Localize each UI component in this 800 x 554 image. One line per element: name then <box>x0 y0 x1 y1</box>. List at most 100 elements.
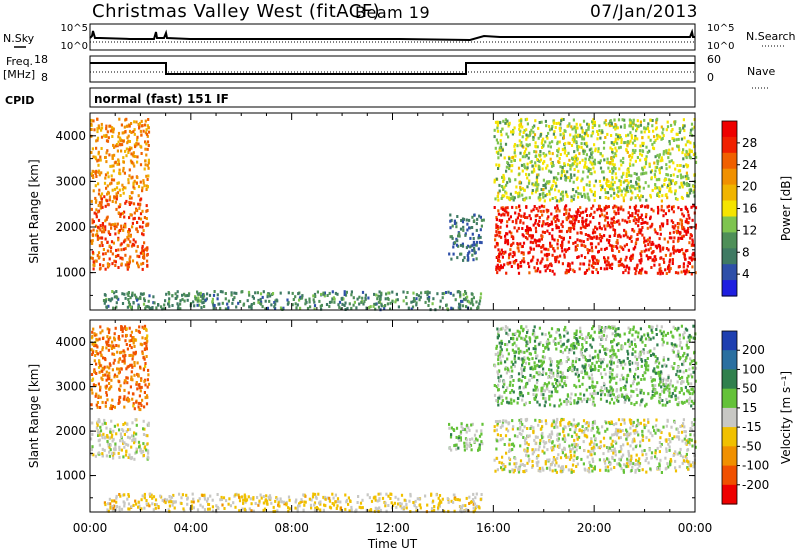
range-cell <box>277 501 280 505</box>
range-cell <box>133 243 136 247</box>
range-cell <box>458 435 461 439</box>
range-cell <box>115 290 118 293</box>
range-cell <box>647 127 650 131</box>
range-cell <box>539 133 542 136</box>
range-cell <box>682 226 685 230</box>
range-cell <box>106 130 109 134</box>
range-cell <box>641 226 644 229</box>
range-cell <box>557 121 560 125</box>
range-cell <box>112 506 115 510</box>
range-cell <box>101 223 105 227</box>
range-cell <box>554 260 557 264</box>
range-cell <box>129 353 132 357</box>
range-cell <box>632 184 635 188</box>
range-cell <box>521 155 524 159</box>
range-cell <box>449 213 452 217</box>
range-cell <box>134 145 137 149</box>
range-cell <box>643 118 646 122</box>
range-cell <box>152 508 155 512</box>
range-cell <box>366 493 369 497</box>
range-cell <box>144 306 147 310</box>
range-cell <box>108 445 111 449</box>
range-cell <box>559 153 562 156</box>
range-cell <box>635 458 638 462</box>
range-cell <box>145 204 148 208</box>
range-cell <box>519 151 522 155</box>
range-cell <box>688 442 691 446</box>
range-cell <box>114 222 117 226</box>
range-cell <box>645 127 648 131</box>
range-cell <box>654 165 657 169</box>
range-cell <box>609 119 612 123</box>
range-cell <box>133 164 136 168</box>
range-cell <box>208 293 212 297</box>
range-cell <box>680 183 683 187</box>
nsky-panel: N.Sky 10^5 10^0 10^5 10^0 N.Search <box>3 23 796 52</box>
range-cell <box>373 302 376 306</box>
range-cell <box>94 394 97 398</box>
range-cell <box>131 291 134 295</box>
range-cell <box>667 151 670 155</box>
range-cell <box>258 501 261 505</box>
range-cell <box>109 363 112 367</box>
range-cell <box>248 507 251 511</box>
range-cell <box>592 266 595 269</box>
range-cell <box>598 129 601 133</box>
range-cell <box>498 218 501 222</box>
range-cell <box>607 122 610 126</box>
range-cell <box>620 189 623 193</box>
range-cell <box>460 299 463 303</box>
range-cell <box>636 462 639 466</box>
range-cell <box>118 398 121 402</box>
range-cell <box>481 442 484 446</box>
range-cell <box>537 223 541 227</box>
range-cell <box>135 432 138 436</box>
range-cell <box>139 144 142 148</box>
range-cell <box>543 247 546 251</box>
range-cell <box>561 243 564 247</box>
range-cell <box>533 133 537 137</box>
range-cell <box>115 344 118 347</box>
range-cell <box>90 118 93 122</box>
range-cell <box>561 451 564 455</box>
range-cell <box>654 431 657 435</box>
colorbar-tick-label: 16 <box>742 202 757 216</box>
range-cell <box>661 158 664 162</box>
range-cell <box>597 250 600 254</box>
range-cell <box>113 332 116 336</box>
range-cell <box>555 223 558 227</box>
range-cell <box>133 457 136 461</box>
range-cell <box>103 365 106 369</box>
range-cell <box>514 465 517 469</box>
range-cell <box>554 423 557 427</box>
range-cell <box>98 201 101 205</box>
range-cell <box>473 508 477 512</box>
range-cell <box>619 235 622 239</box>
range-cell <box>448 426 451 430</box>
range-cell <box>95 212 98 216</box>
range-cell <box>513 143 517 146</box>
range-cell <box>461 244 465 248</box>
range-cell <box>466 299 469 303</box>
range-cell <box>146 134 149 138</box>
range-cell <box>123 504 126 508</box>
y-axis-label: Slant Range [km] <box>27 159 41 263</box>
range-cell <box>596 208 599 212</box>
range-cell <box>391 300 394 304</box>
range-cell <box>468 226 471 230</box>
range-cell <box>217 302 220 306</box>
range-cell <box>498 148 501 152</box>
range-cell <box>664 212 667 216</box>
range-cell <box>186 497 189 501</box>
range-cell <box>450 306 453 310</box>
range-cell <box>576 423 579 427</box>
range-cell <box>115 494 118 498</box>
range-cell <box>472 492 475 496</box>
range-cell <box>513 253 516 257</box>
range-cell <box>557 147 560 151</box>
range-cell <box>137 401 140 405</box>
range-cell <box>679 236 682 240</box>
range-cell <box>640 228 643 232</box>
range-cell <box>692 185 695 189</box>
range-cell <box>658 155 661 159</box>
